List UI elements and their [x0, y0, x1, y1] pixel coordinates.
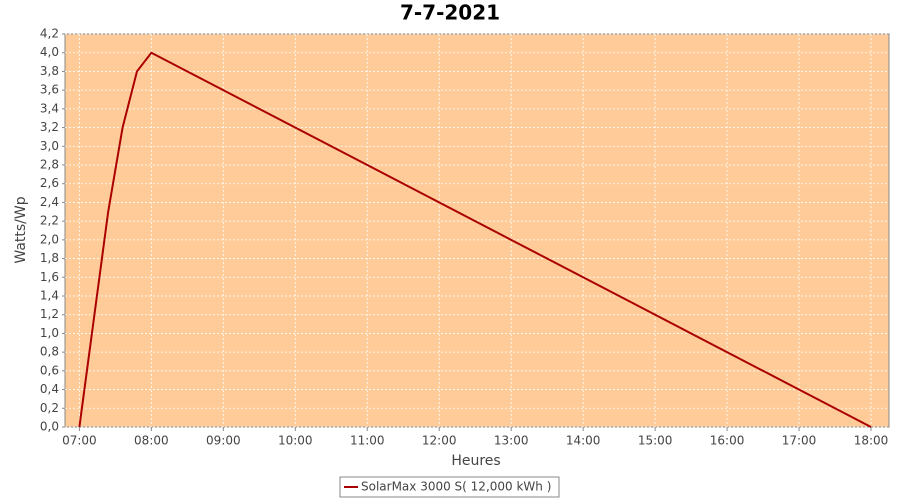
- x-tick-label: 12:00: [422, 434, 457, 448]
- y-tick-label: 3,8: [40, 64, 59, 78]
- y-tick-label: 0,6: [40, 363, 59, 377]
- x-tick-label: 09:00: [206, 434, 241, 448]
- y-tick-label: 3,2: [40, 120, 59, 134]
- y-tick-label: 0,4: [40, 382, 59, 396]
- y-tick-label: 4,2: [40, 27, 59, 41]
- legend-box: [339, 476, 560, 498]
- y-tick-label: 1,0: [40, 326, 59, 340]
- x-axis-title: Heures: [451, 453, 500, 469]
- x-tick-label: 11:00: [350, 434, 385, 448]
- x-tick-label: 17:00: [782, 434, 817, 448]
- y-tick-label: 1,8: [40, 251, 59, 265]
- y-tick-label: 0,8: [40, 345, 59, 359]
- y-axis-title: Watts/Wp: [13, 196, 29, 263]
- x-tick-label: 15:00: [638, 434, 673, 448]
- x-tick-label: 10:00: [278, 434, 313, 448]
- x-tick-label: 07:00: [62, 434, 97, 448]
- x-tick-label: 16:00: [710, 434, 745, 448]
- y-tick-label: 3,0: [40, 139, 59, 153]
- x-tick-label: 18:00: [854, 434, 889, 448]
- y-tick-label: 2,0: [40, 232, 59, 246]
- y-tick-label: 1,2: [40, 307, 59, 321]
- y-tick-label: 0,2: [40, 401, 59, 415]
- y-tick-label: 2,4: [40, 195, 59, 209]
- chart-title: 7-7-2021: [400, 1, 500, 25]
- y-tick-label: 3,4: [40, 101, 59, 115]
- series-line: [78, 51, 872, 428]
- y-tick-label: 4,0: [40, 45, 59, 59]
- x-tick-label: 13:00: [494, 434, 529, 448]
- y-tick-label: 0,0: [40, 420, 59, 434]
- y-tick-label: 1,4: [40, 289, 59, 303]
- y-tick-label: 1,6: [40, 270, 59, 284]
- plot-area: [64, 33, 890, 428]
- y-tick-label: 2,2: [40, 214, 59, 228]
- x-tick-label: 08:00: [134, 434, 169, 448]
- y-tick-label: 2,8: [40, 158, 59, 172]
- y-tick-label: 2,6: [40, 176, 59, 190]
- y-tick-label: 3,6: [40, 83, 59, 97]
- x-tick-label: 14:00: [566, 434, 601, 448]
- legend-label: SolarMax 3000 S( 12,000 kWh ): [361, 480, 551, 494]
